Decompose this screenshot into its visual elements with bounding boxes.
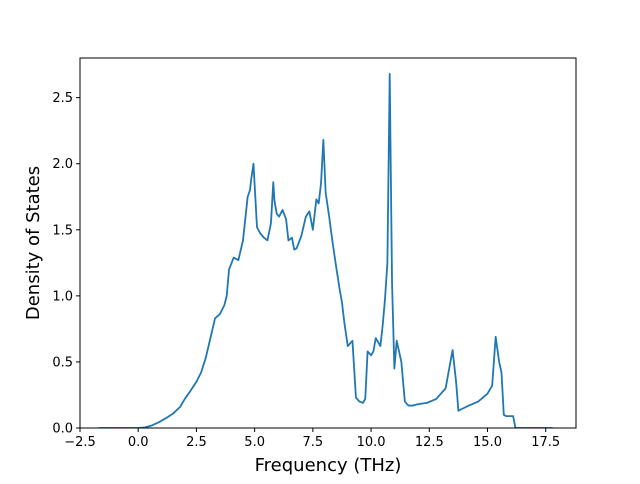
x-tick-label: 0.0 <box>128 435 149 450</box>
x-tick-label: 17.5 <box>531 435 560 450</box>
x-axis-label: Frequency (THz) <box>255 455 402 476</box>
y-tick-label: 2.5 <box>52 91 73 106</box>
series-layer <box>98 72 553 428</box>
y-axis-label: Density of States <box>23 166 44 320</box>
y-tick-label: 2.0 <box>52 157 73 172</box>
x-tick-label: 5.0 <box>244 435 265 450</box>
x-tick-label: 2.5 <box>186 435 207 450</box>
dos-line-series-0 <box>98 72 553 428</box>
y-tick-label: 1.5 <box>52 223 73 238</box>
y-tick-label: 0.5 <box>52 355 73 370</box>
x-tick-label: 12.5 <box>415 435 444 450</box>
x-tick-label: 7.5 <box>303 435 324 450</box>
y-axis-ticks: 0.0 0.5 1.0 1.5 2.0 2.5 <box>52 91 80 437</box>
y-tick-label: 1.0 <box>52 289 73 304</box>
x-tick-label: −2.5 <box>64 435 96 450</box>
y-tick-label: 0.0 <box>52 422 73 437</box>
x-tick-label: 10.0 <box>357 435 386 450</box>
x-tick-label: 15.0 <box>473 435 502 450</box>
x-axis-ticks: −2.5 0.0 2.5 5.0 7.5 10.0 12.5 15.0 17.5 <box>64 428 560 450</box>
plot-frame <box>79 57 577 429</box>
